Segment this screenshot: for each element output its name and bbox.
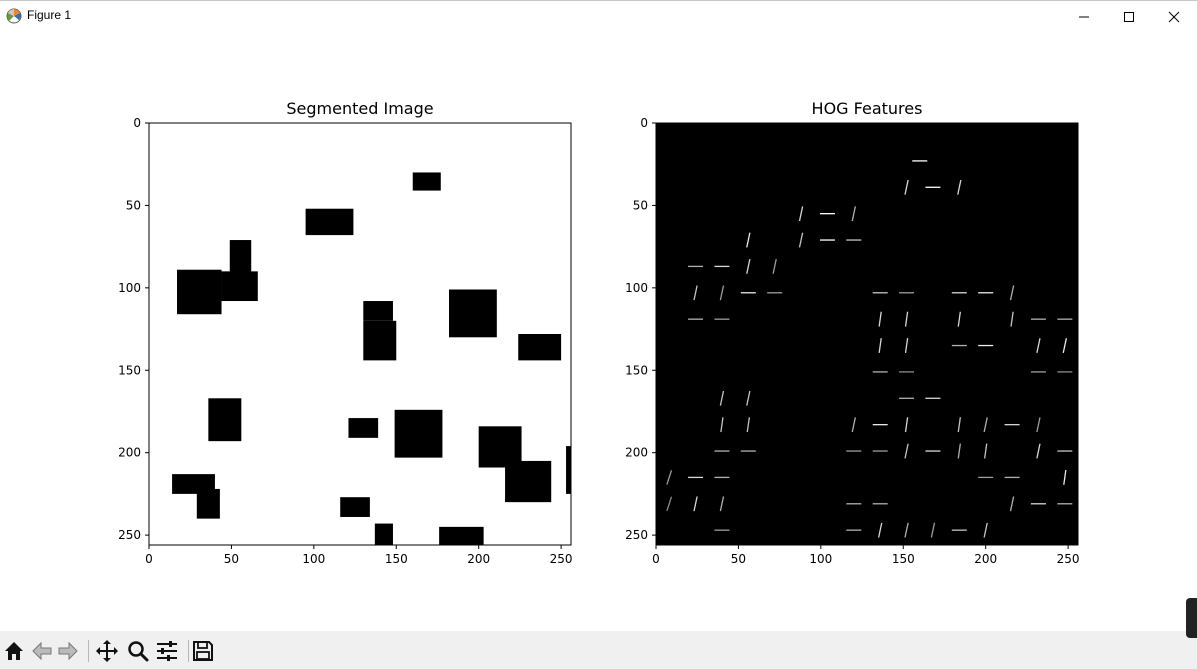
axes-title: HOG Features <box>812 99 923 118</box>
y-tick-label: 0 <box>133 116 141 130</box>
x-tick-label: 50 <box>224 552 239 566</box>
x-tick-label: 200 <box>467 552 490 566</box>
move-icon <box>95 639 119 663</box>
segment-blob <box>197 489 220 519</box>
segment-blob <box>395 410 443 458</box>
home-button[interactable] <box>2 639 26 663</box>
segment-blob <box>413 172 441 190</box>
home-icon <box>2 639 26 663</box>
minimize-icon <box>1078 11 1090 23</box>
y-tick-label: 150 <box>118 363 141 377</box>
x-tick-label: 150 <box>892 552 915 566</box>
right-arrow-icon <box>56 639 80 663</box>
magnifier-icon <box>126 639 150 663</box>
y-tick-label: 50 <box>633 198 648 212</box>
back-button[interactable] <box>30 639 54 663</box>
segment-blob <box>306 209 354 235</box>
segment-blob <box>177 270 222 315</box>
x-tick-label: 50 <box>731 552 746 566</box>
forward-button[interactable] <box>56 639 80 663</box>
segment-blob <box>518 334 561 360</box>
segment-blob <box>449 289 497 337</box>
y-tick-label: 200 <box>118 446 141 460</box>
hog-features-axes: HOG Features 0 50 100 150 200 250 0 50 100 150 200 2… <box>625 99 1079 566</box>
x-tick-label: 200 <box>974 552 997 566</box>
segment-blob <box>505 461 551 502</box>
segment-blob <box>208 398 241 441</box>
segment-blob <box>363 321 396 361</box>
floppy-disk-icon <box>191 639 215 663</box>
segment-blob <box>340 497 370 517</box>
maximize-icon <box>1123 11 1135 23</box>
maximize-button[interactable] <box>1106 1 1152 32</box>
y-tick-label: 150 <box>625 363 648 377</box>
x-tick-label: 250 <box>550 552 573 566</box>
window-titlebar: Figure 1 <box>0 0 1197 31</box>
segmented-image-axes: Segmented Image 0 50 100 150 200 250 0 50 100 150 2… <box>118 99 572 566</box>
figure-svg: Segmented Image 0 50 100 150 200 250 0 50 100 150 2… <box>0 31 1197 631</box>
matplotlib-icon <box>5 7 23 25</box>
close-icon <box>1168 11 1180 23</box>
sliders-icon <box>155 639 179 663</box>
pan-button[interactable] <box>95 639 119 663</box>
segment-blob <box>230 240 251 273</box>
x-tick-label: 150 <box>385 552 408 566</box>
y-tick-label: 200 <box>625 446 648 460</box>
configure-subplots-button[interactable] <box>155 639 179 663</box>
segment-blob <box>375 524 393 545</box>
y-tick-label: 50 <box>126 198 141 212</box>
save-button[interactable] <box>191 639 215 663</box>
side-scroll-handle[interactable] <box>1186 598 1197 638</box>
toolbar-separator <box>188 640 189 662</box>
axes-background <box>656 123 1078 545</box>
x-tick-label: 100 <box>809 552 832 566</box>
segment-blob <box>363 301 393 321</box>
x-tick-label: 0 <box>145 552 153 566</box>
toolbar-separator <box>88 640 89 662</box>
segment-blob <box>222 271 258 301</box>
left-arrow-icon <box>30 639 54 663</box>
y-tick-label: 250 <box>625 528 648 542</box>
y-tick-label: 100 <box>118 281 141 295</box>
segment-blob <box>439 527 484 545</box>
y-tick-label: 250 <box>118 528 141 542</box>
axes-title: Segmented Image <box>286 99 433 118</box>
minimize-button[interactable] <box>1061 1 1107 32</box>
figure-canvas[interactable]: Segmented Image 0 50 100 150 200 250 0 50 100 150 2… <box>0 31 1197 631</box>
x-tick-label: 100 <box>302 552 325 566</box>
close-button[interactable] <box>1151 1 1197 32</box>
segment-blob <box>566 446 571 494</box>
window-title: Figure 1 <box>27 8 71 22</box>
y-tick-label: 100 <box>625 281 648 295</box>
x-tick-label: 250 <box>1057 552 1080 566</box>
segment-blob <box>348 418 378 438</box>
y-tick-label: 0 <box>640 116 648 130</box>
zoom-button[interactable] <box>126 639 150 663</box>
x-tick-label: 0 <box>652 552 660 566</box>
navigation-toolbar <box>0 631 1197 669</box>
